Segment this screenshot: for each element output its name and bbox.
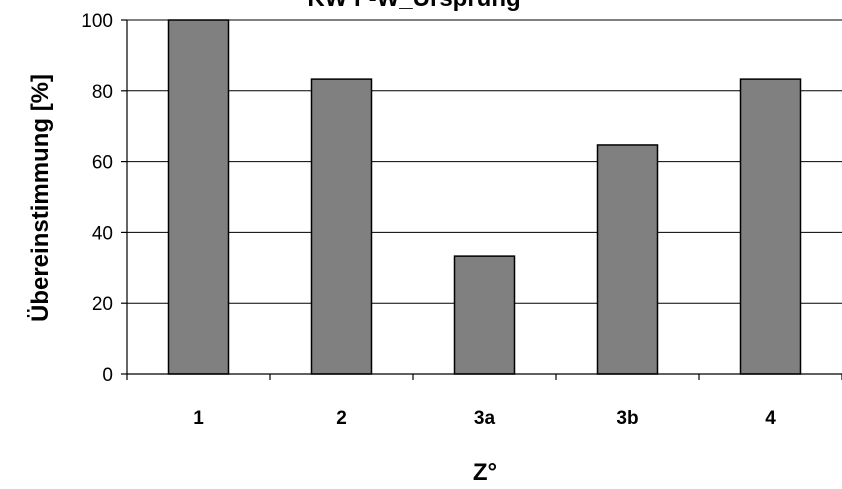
y-tick-label: 80 <box>92 82 113 103</box>
bar-4 <box>739 78 802 375</box>
x-axis-title: Z° <box>473 459 497 486</box>
grid-lines <box>127 19 842 304</box>
y-tick-labels: 0 20 40 60 80 100 <box>81 11 113 386</box>
x-tick-label: 3b <box>616 408 638 429</box>
y-tick-label: 0 <box>102 365 113 386</box>
y-tick-label: 20 <box>92 294 113 315</box>
bar-1 <box>167 19 230 375</box>
bars <box>167 19 802 375</box>
axes <box>121 19 842 380</box>
x-tick-labels: 1 2 3a 3b 4 <box>193 408 776 429</box>
y-tick-label: 100 <box>81 11 113 32</box>
x-tick-label: 4 <box>765 408 776 429</box>
bar-3b <box>596 144 659 375</box>
y-tick-label: 40 <box>92 223 113 244</box>
bar-3a <box>453 255 516 375</box>
x-tick-label: 2 <box>336 408 347 429</box>
x-tick-label: 1 <box>193 408 204 429</box>
bar-2 <box>310 78 373 375</box>
chart-title: KW F-W_Ursprung <box>307 0 520 12</box>
y-tick-label: 60 <box>92 153 113 174</box>
y-axis-title: Übereinstimmung [%] <box>27 74 54 322</box>
x-tick-label: 3a <box>474 408 496 429</box>
